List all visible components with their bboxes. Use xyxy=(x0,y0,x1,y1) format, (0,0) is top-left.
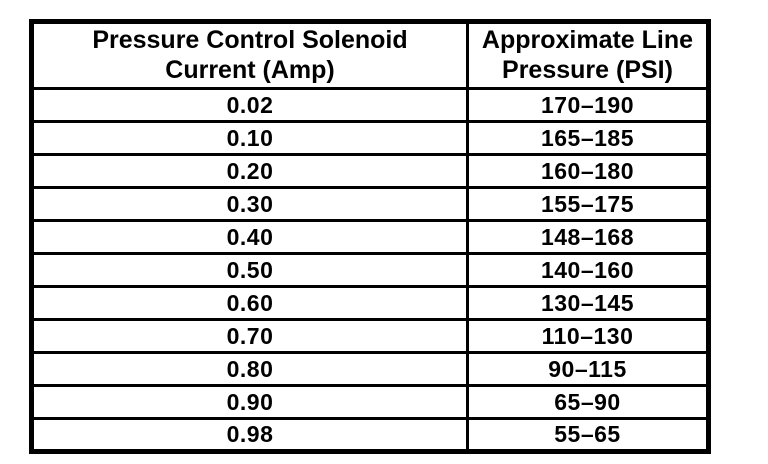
table-body: 0.02 170–190 0.10 165–185 0.20 160–180 0… xyxy=(30,87,711,453)
table-row: 0.80 90–115 xyxy=(30,351,711,387)
current-value-cell: 0.90 xyxy=(30,384,469,420)
pressure-range-cell: 160–180 xyxy=(465,153,711,189)
current-value-cell: 0.50 xyxy=(30,252,469,288)
table-row: 0.02 170–190 xyxy=(30,87,711,123)
table-row: 0.60 130–145 xyxy=(30,285,711,321)
pressure-spec-table: Pressure Control Solenoid Current (Amp) … xyxy=(29,19,711,454)
current-value-cell: 0.98 xyxy=(30,417,469,453)
table-row: 0.20 160–180 xyxy=(30,153,711,189)
table-header-row: Pressure Control Solenoid Current (Amp) … xyxy=(30,20,711,90)
table-row: 0.30 155–175 xyxy=(30,186,711,222)
table-row: 0.50 140–160 xyxy=(30,252,711,288)
pressure-range-cell: 170–190 xyxy=(465,87,711,123)
pressure-range-cell: 148–168 xyxy=(465,219,711,255)
pressure-range-cell: 155–175 xyxy=(465,186,711,222)
pressure-range-cell: 90–115 xyxy=(465,351,711,387)
current-value-cell: 0.80 xyxy=(30,351,469,387)
header-line-pressure: Approximate Line Pressure (PSI) xyxy=(465,20,711,90)
table-row: 0.90 65–90 xyxy=(30,384,711,420)
pressure-range-cell: 65–90 xyxy=(465,384,711,420)
current-value-cell: 0.60 xyxy=(30,285,469,321)
current-value-cell: 0.20 xyxy=(30,153,469,189)
current-value-cell: 0.10 xyxy=(30,120,469,156)
pressure-range-cell: 165–185 xyxy=(465,120,711,156)
table-row: 0.70 110–130 xyxy=(30,318,711,354)
header-solenoid-current: Pressure Control Solenoid Current (Amp) xyxy=(30,20,469,90)
current-value-cell: 0.40 xyxy=(30,219,469,255)
table-row: 0.10 165–185 xyxy=(30,120,711,156)
pressure-range-cell: 110–130 xyxy=(465,318,711,354)
current-value-cell: 0.30 xyxy=(30,186,469,222)
table-row: 0.98 55–65 xyxy=(30,417,711,453)
current-value-cell: 0.70 xyxy=(30,318,469,354)
table-row: 0.40 148–168 xyxy=(30,219,711,255)
pressure-range-cell: 130–145 xyxy=(465,285,711,321)
current-value-cell: 0.02 xyxy=(30,87,469,123)
pressure-range-cell: 55–65 xyxy=(465,417,711,453)
pressure-range-cell: 140–160 xyxy=(465,252,711,288)
